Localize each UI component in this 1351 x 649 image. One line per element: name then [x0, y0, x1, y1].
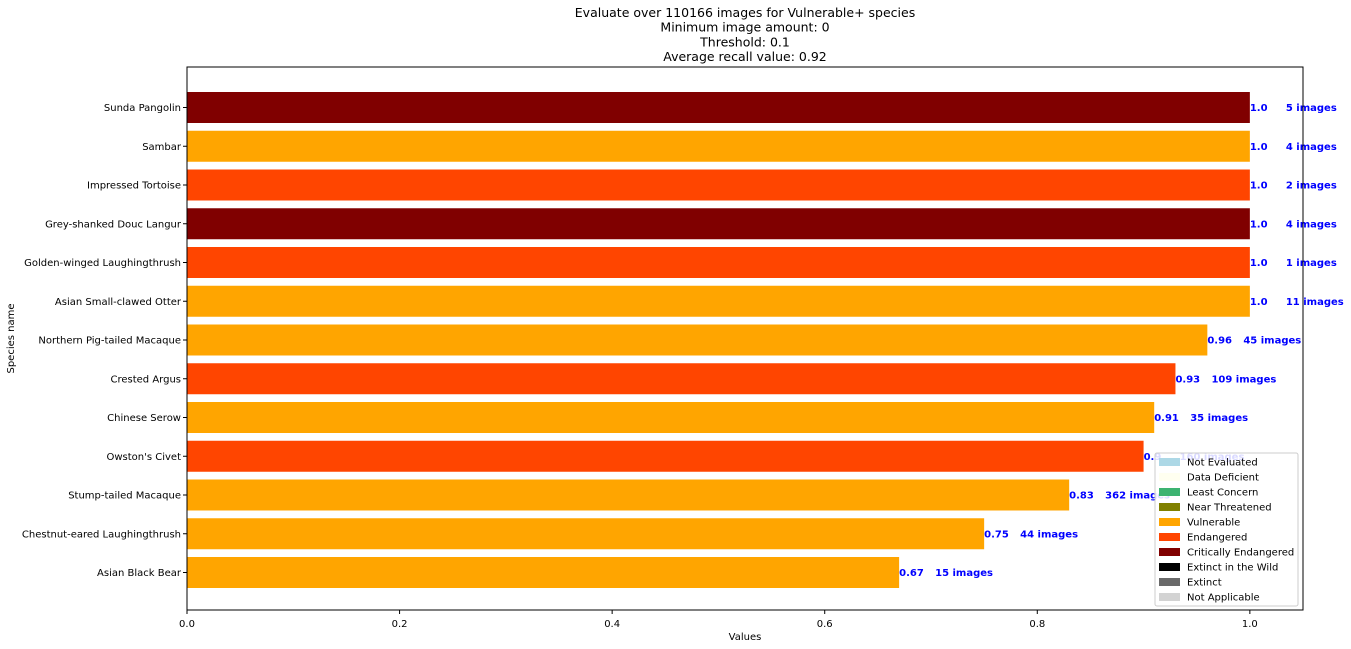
legend-swatch: [1159, 593, 1180, 601]
legend-label: Not Applicable: [1187, 593, 1260, 604]
y-tick-label: Grey-shanked Douc Langur: [45, 219, 182, 230]
legend-label: Critically Endangered: [1187, 548, 1294, 559]
bar-image-count-label: 109 images: [1211, 374, 1276, 385]
bar-image-count-label: 5 images: [1286, 103, 1337, 114]
y-tick-label: Chinese Serow: [107, 413, 181, 424]
legend-swatch: [1159, 563, 1180, 571]
bar-value-label: 1.0: [1250, 258, 1268, 269]
bar-value-label: 1.0: [1250, 219, 1268, 230]
bar-value-label: 0.91: [1154, 413, 1179, 424]
x-tick-label: 1.0: [1242, 619, 1258, 630]
x-tick-label: 0.0: [179, 619, 195, 630]
legend-swatch: [1159, 518, 1180, 526]
chart-title: Evaluate over 110166 images for Vulnerab…: [575, 5, 915, 64]
legend-swatch: [1159, 503, 1180, 511]
bar-value-label: 1.0: [1250, 142, 1268, 153]
bar-image-count-label: 35 images: [1190, 413, 1248, 424]
legend-label: Not Evaluated: [1187, 458, 1258, 469]
bar: [187, 440, 1144, 472]
y-tick-label: Impressed Tortoise: [87, 181, 181, 192]
legend-label: Data Deficient: [1187, 473, 1259, 484]
bar-value-label: 0.96: [1207, 336, 1232, 347]
bar-image-count-label: 44 images: [1020, 529, 1078, 540]
y-axis-label: Species name: [6, 303, 17, 373]
chart-title-line: Minimum image amount: 0: [660, 20, 829, 35]
legend-label: Least Concern: [1187, 488, 1258, 499]
legend: Not Evaluated Data Deficient Least Concern…: [1154, 452, 1299, 607]
legend-label: Extinct in the Wild: [1187, 563, 1278, 574]
bar-image-count-label: 4 images: [1286, 219, 1337, 230]
bar-value-label: 0.67: [899, 568, 924, 579]
bar-value-label: 1.0: [1250, 297, 1268, 308]
bar-value-label: 0.9: [1144, 452, 1162, 463]
bar-value-label: 1.0: [1250, 103, 1268, 114]
bar: [187, 169, 1250, 201]
legend-swatch: [1159, 458, 1180, 466]
bar: [187, 208, 1250, 240]
y-tick-label: Northern Pig-tailed Macaque: [38, 336, 181, 347]
chart-title-line: Average recall value: 0.92: [663, 49, 826, 64]
bar-image-count-label: 1 images: [1286, 258, 1337, 269]
bar-value-label: 0.83: [1069, 491, 1094, 502]
legend-swatch: [1159, 548, 1180, 556]
x-tick-label: 0.4: [604, 619, 620, 630]
legend-label: Vulnerable: [1187, 518, 1240, 529]
bar-value-label: 0.75: [984, 529, 1009, 540]
bar: [187, 363, 1176, 395]
legend-swatch: [1159, 488, 1180, 496]
bar: [187, 518, 985, 550]
y-tick-label: Stump-tailed Macaque: [68, 491, 181, 502]
legend-label: Endangered: [1187, 533, 1247, 544]
bar: [187, 92, 1250, 123]
chart-title-line: Evaluate over 110166 images for Vulnerab…: [575, 5, 915, 20]
bar-image-count-label: 45 images: [1243, 336, 1301, 347]
y-tick-label: Golden-winged Laughingthrush: [24, 258, 181, 269]
x-tick-label: 0.8: [1029, 619, 1045, 630]
plot-frame: [186, 66, 1304, 611]
bar: [187, 285, 1250, 317]
y-tick-label: Sambar: [142, 142, 182, 153]
legend-swatch: [1159, 578, 1180, 586]
legend-swatch: [1159, 473, 1180, 481]
bars: [187, 92, 1250, 588]
bar: [187, 557, 900, 588]
bar-image-count-label: 4 images: [1286, 142, 1337, 153]
bar-image-count-label: 15 images: [935, 568, 993, 579]
y-tick-label: Crested Argus: [110, 374, 181, 385]
y-tick-label: Asian Small-clawed Otter: [55, 297, 182, 308]
bar-image-count-label: 2 images: [1286, 181, 1337, 192]
legend-swatch: [1159, 533, 1180, 541]
bar-image-count-label: 11 images: [1286, 297, 1344, 308]
bar-value-label: 0.93: [1175, 374, 1200, 385]
y-tick-label: Asian Black Bear: [97, 568, 182, 579]
x-axis-label: Values: [729, 632, 762, 643]
bar: [187, 402, 1155, 433]
legend-label: Extinct: [1187, 578, 1222, 589]
chart-title-line: Threshold: 0.1: [699, 34, 790, 49]
y-tick-label: Chestnut-eared Laughingthrush: [22, 529, 181, 540]
bar: [187, 324, 1208, 356]
bar: [187, 479, 1070, 511]
y-tick-label: Owston's Civet: [106, 452, 181, 463]
bar: [187, 130, 1250, 162]
bar-image-count-label: 362 images: [1105, 491, 1170, 502]
legend-label: Near Threatened: [1187, 503, 1272, 514]
bar-value-label: 1.0: [1250, 181, 1268, 192]
x-tick-label: 0.6: [817, 619, 833, 630]
y-axis-ticks: Sunda Pangolin Sambar Impressed Tortoise Gr…: [22, 103, 187, 579]
x-axis-ticks: 0.0 0.2 0.4 0.6 0.8 1.0: [179, 610, 1258, 630]
bar: [187, 247, 1250, 278]
y-tick-label: Sunda Pangolin: [104, 103, 181, 114]
x-tick-label: 0.2: [392, 619, 408, 630]
legend-box: [1154, 452, 1299, 607]
